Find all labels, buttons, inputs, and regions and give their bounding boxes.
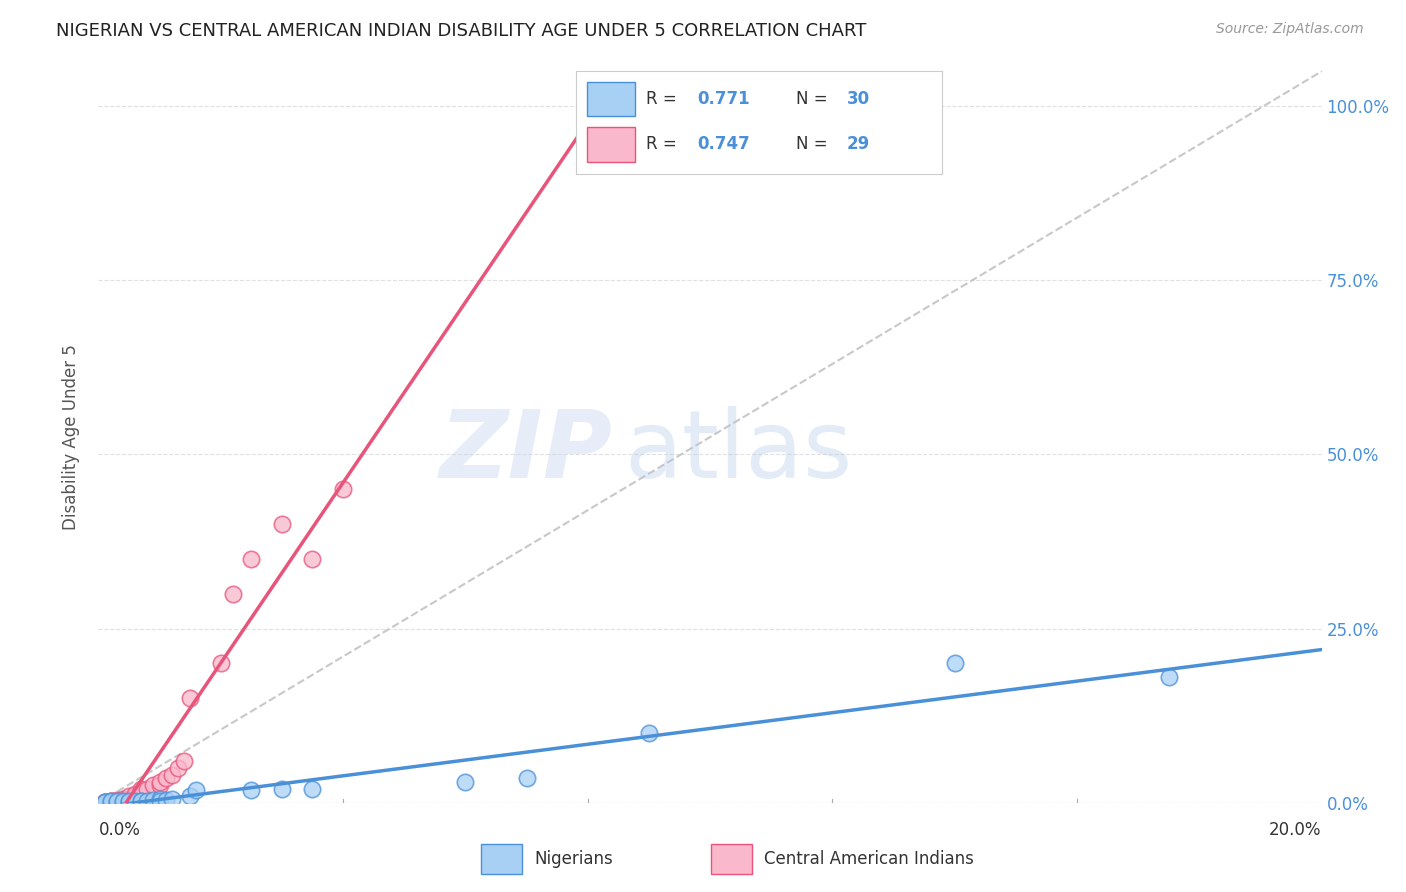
Text: atlas: atlas <box>624 406 852 498</box>
Point <box>186 783 208 797</box>
Point <box>93 795 115 809</box>
Text: ZIP: ZIP <box>439 406 612 498</box>
Text: 30: 30 <box>846 90 870 108</box>
Point <box>118 795 141 809</box>
Point <box>160 768 183 782</box>
Text: 20.0%: 20.0% <box>1270 821 1322 839</box>
Point <box>118 794 141 808</box>
Point <box>129 794 152 808</box>
Point <box>105 793 128 807</box>
Point <box>149 794 172 808</box>
Point <box>93 795 115 809</box>
Point <box>100 794 122 808</box>
Bar <box>481 844 522 874</box>
Point <box>142 778 165 792</box>
Point <box>124 795 146 809</box>
Point <box>149 775 172 789</box>
Point <box>637 726 661 740</box>
Bar <box>588 81 636 117</box>
Point <box>124 789 146 803</box>
Point <box>100 794 122 808</box>
Point <box>142 793 165 807</box>
Point <box>93 795 115 809</box>
Y-axis label: Disability Age Under 5: Disability Age Under 5 <box>62 344 80 530</box>
Point <box>149 778 172 792</box>
Text: R =: R = <box>645 90 682 108</box>
Bar <box>711 844 752 874</box>
Point <box>129 794 152 808</box>
Point <box>155 793 177 807</box>
Point <box>301 781 323 796</box>
Point <box>160 792 183 806</box>
Point <box>111 795 134 809</box>
Point <box>100 795 122 809</box>
Point <box>129 785 152 799</box>
Point <box>93 795 115 809</box>
Point <box>270 517 292 532</box>
Point <box>179 691 201 706</box>
Text: NIGERIAN VS CENTRAL AMERICAN INDIAN DISABILITY AGE UNDER 5 CORRELATION CHART: NIGERIAN VS CENTRAL AMERICAN INDIAN DISA… <box>56 22 866 40</box>
Point <box>454 775 477 789</box>
Point <box>209 657 232 671</box>
Text: Nigerians: Nigerians <box>534 849 613 868</box>
Point <box>155 772 177 786</box>
Text: Central American Indians: Central American Indians <box>765 849 974 868</box>
Point <box>111 793 134 807</box>
Bar <box>588 127 636 161</box>
Point <box>105 795 128 809</box>
Text: R =: R = <box>645 136 682 153</box>
Text: N =: N = <box>796 136 832 153</box>
Point <box>149 792 172 806</box>
Point <box>1157 670 1180 684</box>
Point <box>118 792 141 806</box>
Point <box>100 794 122 808</box>
Point <box>136 781 159 796</box>
Point <box>118 789 141 803</box>
Point <box>222 587 245 601</box>
Point <box>136 794 159 808</box>
Text: 0.771: 0.771 <box>697 90 749 108</box>
Text: 0.747: 0.747 <box>697 136 749 153</box>
Point <box>111 794 134 808</box>
Text: Source: ZipAtlas.com: Source: ZipAtlas.com <box>1216 22 1364 37</box>
Point <box>943 657 966 671</box>
Point <box>270 781 292 796</box>
Point <box>129 781 152 796</box>
Point <box>240 552 263 566</box>
Point <box>240 783 263 797</box>
Point <box>167 761 190 775</box>
Point <box>124 788 146 802</box>
Point <box>179 789 201 803</box>
Point <box>105 794 128 808</box>
Point <box>301 552 323 566</box>
Point <box>105 794 128 808</box>
Text: 29: 29 <box>846 136 870 153</box>
Text: 0.0%: 0.0% <box>98 821 141 839</box>
Text: N =: N = <box>796 90 832 108</box>
Point <box>111 792 134 806</box>
Point <box>124 794 146 808</box>
Point <box>173 754 195 768</box>
Point <box>516 772 538 786</box>
Point <box>332 483 354 497</box>
